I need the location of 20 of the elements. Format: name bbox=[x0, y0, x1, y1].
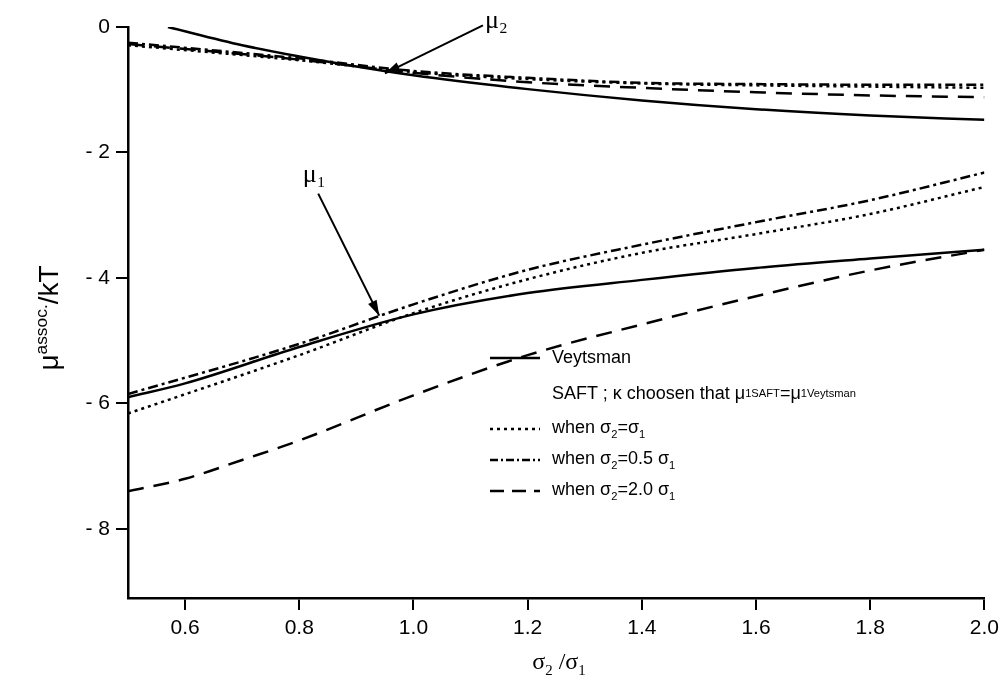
x-tick-label: 1.4 bbox=[627, 615, 657, 639]
legend-label: Veytsman bbox=[552, 347, 632, 368]
y-tick-label: - 2 bbox=[85, 139, 110, 163]
legend-label: when σ$_{2}$=2.0 σ$_{1}$ bbox=[552, 479, 676, 502]
x-tick-label: 1.0 bbox=[398, 615, 429, 639]
y-tick-label: - 8 bbox=[85, 515, 110, 539]
y-tick-label: 0 bbox=[98, 13, 110, 37]
legend-label: when σ$_{2}$=0.5 σ$_{1}$ bbox=[552, 448, 676, 471]
x-tick-label: 0.6 bbox=[170, 615, 200, 639]
x-tick-label: 2.0 bbox=[969, 615, 1000, 639]
annotation: μ₂ bbox=[484, 5, 508, 35]
x-tick-label: 0.8 bbox=[284, 615, 314, 639]
annotation: μ₁ bbox=[302, 159, 326, 189]
legend-label: when σ$_{2}$=σ$_{1}$ bbox=[552, 417, 646, 440]
x-tick-label: 1.6 bbox=[741, 615, 771, 639]
x-tick-label: 1.8 bbox=[855, 615, 885, 639]
x-axis-title: σ$_{2}$ /σ$_{1}$ bbox=[531, 648, 587, 679]
y-tick-label: - 6 bbox=[85, 390, 110, 414]
y-tick-label: - 4 bbox=[85, 264, 111, 288]
x-tick-label: 1.2 bbox=[513, 615, 543, 639]
